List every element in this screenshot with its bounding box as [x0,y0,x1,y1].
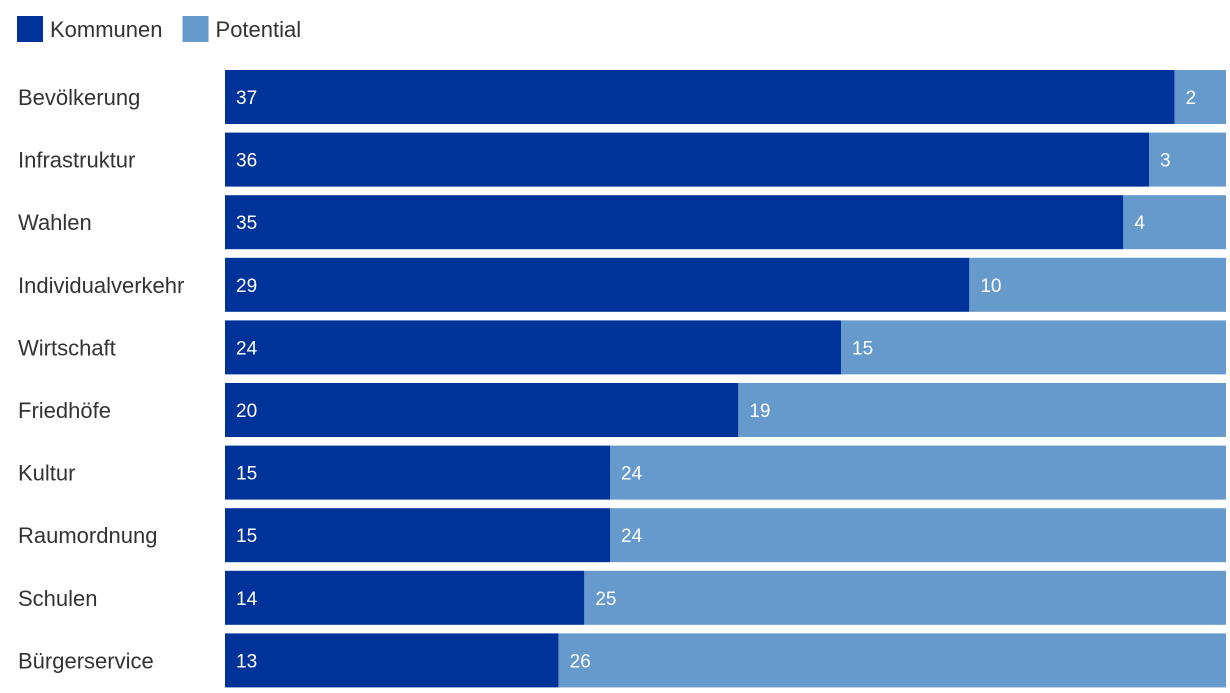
bar-potential-infrastruktur [1149,132,1226,187]
bar-kommunen-infrastruktur [225,132,1149,187]
bar-kommunen-kultur [225,445,610,500]
bar-potential-kultur [610,445,1226,500]
value-label-kommunen-infrastruktur: 36 [236,151,257,172]
bar-potential-bevoelkerung [1174,70,1226,124]
legend-label-kommunen: Kommunen [50,17,163,42]
value-label-potential-schulen: 25 [595,589,616,610]
bar-potential-wahlen [1123,195,1226,250]
category-label-wirtschaft: Wirtschaft [18,335,116,360]
bars [225,70,1226,688]
bar-potential-schulen [584,570,1226,625]
value-label-potential-friedhoefe: 19 [749,401,770,422]
value-label-kommunen-kultur: 15 [236,464,257,485]
value-label-kommunen-raumordnung: 15 [236,526,257,547]
bar-kommunen-wirtschaft [225,320,841,375]
bar-kommunen-raumordnung [225,508,610,563]
value-label-kommunen-bevoelkerung: 37 [236,88,257,109]
value-label-potential-kultur: 24 [621,464,643,485]
value-label-potential-infrastruktur: 3 [1160,151,1171,172]
bar-kommunen-wahlen [225,195,1124,250]
category-label-infrastruktur: Infrastruktur [18,148,135,173]
category-label-wahlen: Wahlen [18,210,92,235]
value-label-potential-wahlen: 4 [1134,213,1145,234]
value-label-kommunen-individualverkehr: 29 [236,276,257,297]
category-label-schulen: Schulen [18,586,98,611]
bar-potential-friedhoefe [738,383,1226,437]
value-label-potential-raumordnung: 24 [621,526,643,547]
category-label-friedhoefe: Friedhöfe [18,398,111,423]
bar-kommunen-buergerservice [225,633,559,688]
value-label-potential-bevoelkerung: 2 [1186,88,1197,109]
value-label-kommunen-wahlen: 35 [236,213,257,234]
category-label-buergerservice: Bürgerservice [18,648,154,673]
category-label-kultur: Kultur [18,461,75,486]
legend-swatch-kommunen [17,16,43,42]
category-label-individualverkehr: Individualverkehr [18,273,184,298]
bar-kommunen-friedhoefe [225,383,739,437]
bar-kommunen-individualverkehr [225,257,970,312]
category-label-bevoelkerung: Bevölkerung [18,85,140,110]
category-labels: Bevölkerung Infrastruktur Wahlen Individual… [18,85,184,673]
value-label-kommunen-buergerservice: 13 [236,651,257,672]
value-label-potential-wirtschaft: 15 [852,338,873,359]
bar-kommunen-schulen [225,570,585,625]
value-labels: 37 2 36 3 35 4 29 10 24 15 20 19 15 24 15 24 14 25 13 26 [236,88,1196,672]
bar-potential-individualverkehr [969,257,1226,312]
bar-potential-raumordnung [610,508,1226,563]
bar-potential-buergerservice [558,633,1226,688]
value-label-kommunen-friedhoefe: 20 [236,401,257,422]
bar-kommunen-bevoelkerung [225,70,1175,124]
legend-swatch-potential [182,16,209,42]
legend: Kommunen Potential [17,16,301,42]
value-label-potential-individualverkehr: 10 [980,276,1001,297]
bar-potential-wirtschaft [841,320,1226,375]
value-label-kommunen-wirtschaft: 24 [236,338,258,359]
legend-label-potential: Potential [216,17,302,42]
category-label-raumordnung: Raumordnung [18,523,157,548]
value-label-kommunen-schulen: 14 [236,589,258,610]
value-label-potential-buergerservice: 26 [570,651,591,672]
